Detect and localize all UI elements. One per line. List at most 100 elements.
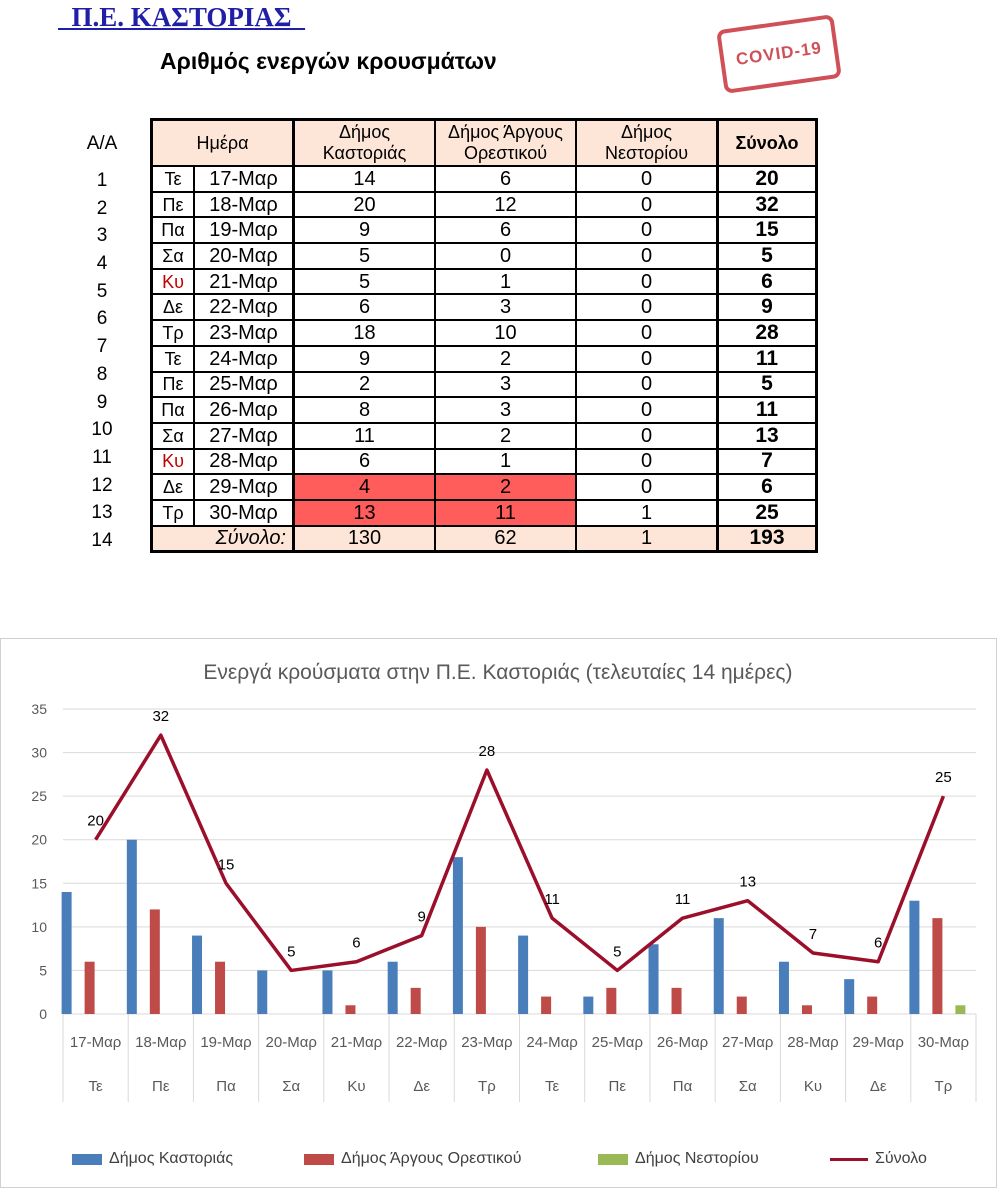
cell-kastoria: 5 [292,242,436,270]
y-tick-label: 30 [31,745,47,761]
table-row: Πα 19-Μαρ 9 6 0 15 [150,216,818,245]
cell-argos: 1 [434,267,577,296]
page-subtitle: Αριθμός ενεργών κρουσμάτων [160,48,497,74]
x-day-label: Σα [282,1078,300,1095]
data-label-total: 28 [479,743,496,760]
row-index: 14 [91,529,113,551]
cell-argos: 12 [434,190,577,219]
bar-argos [84,961,95,1014]
bar-argos [215,961,226,1014]
chart-legend: Δήμος Καστοριάς Δήμος Άργους Ορεστικού Δ… [0,1150,1000,1172]
bar-argos [345,1005,356,1014]
x-day-label: Σα [739,1078,757,1095]
cell-argos: 3 [434,396,577,424]
bar-argos [606,987,617,1014]
x-day-label: Τε [89,1078,104,1095]
row-index: 7 [96,336,108,358]
bar-kastoria [909,900,920,1014]
legend-label-total: Σύνολο [875,1150,927,1167]
row-index: 8 [96,363,108,385]
cell-argos: 6 [434,165,577,193]
y-tick-label: 0 [39,1006,47,1022]
data-label-total: 25 [935,769,952,786]
cell-total: 9 [716,293,818,322]
legend-item-argos: Δήμος Άργους Ορεστικού [304,1150,521,1168]
legend-item-kastoria: Δήμος Καστοριάς [72,1150,233,1168]
bar-kastoria [648,944,659,1014]
cell-argos: 2 [434,421,577,450]
cell-date: 30-Μαρ [193,498,295,527]
table-row: Σα 20-Μαρ 5 0 0 5 [150,242,818,270]
x-day-label: Πα [673,1078,693,1095]
table-row: Τρ 30-Μαρ 13 11 1 25 [150,498,818,527]
row-index: 2 [96,197,108,219]
row-index: 5 [96,280,108,302]
cell-date: 24-Μαρ [193,344,295,373]
row-index: 3 [96,225,108,247]
cell-total: 7 [716,447,818,476]
totals-argos: 62 [434,524,577,553]
cell-kastoria: 9 [292,216,436,245]
cell-date: 23-Μαρ [193,319,295,347]
bar-kastoria [713,918,724,1014]
cell-day: Τε [150,165,195,193]
x-tick-label: 19-Μαρ [200,1034,251,1051]
cell-day: Πε [150,370,195,399]
row-index: 10 [91,419,113,441]
x-day-label: Τε [545,1078,560,1095]
row-index: 9 [96,391,108,413]
cell-total: 13 [716,421,818,450]
legend-item-nestorio: Δήμος Νεστορίου [598,1150,759,1168]
cell-argos: 2 [434,473,577,501]
row-index: 4 [96,253,108,275]
cell-total: 5 [716,370,818,399]
cell-nestorio: 0 [575,344,719,373]
cell-date: 29-Μαρ [193,473,295,501]
header-day: Ημέρα [150,118,295,167]
cell-kastoria: 2 [292,370,436,399]
bar-argos [867,996,878,1014]
bar-kastoria [257,970,268,1014]
cell-day: Κυ [150,447,195,476]
x-tick-label: 27-Μαρ [722,1034,773,1051]
cell-date: 21-Μαρ [193,267,295,296]
chart-panel: Ενεργά κρούσματα στην Π.Ε. Καστοριάς (τε… [0,638,997,1188]
x-tick-label: 26-Μαρ [657,1034,708,1051]
cell-day: Τε [150,344,195,373]
bar-argos [149,909,160,1014]
cell-total: 32 [716,190,818,219]
legend-item-total: Σύνολο [830,1150,927,1168]
cell-argos: 0 [434,242,577,270]
bar-kastoria [192,935,203,1014]
cell-date: 26-Μαρ [193,396,295,424]
data-label-total: 5 [613,943,621,960]
data-label-total: 6 [352,935,360,952]
y-tick-label: 15 [31,875,47,891]
table-row: Πε 18-Μαρ 20 12 0 32 [150,190,818,219]
table-row: Τρ 23-Μαρ 18 10 0 28 [150,319,818,347]
cell-argos: 6 [434,216,577,245]
bar-argos [475,926,486,1014]
totals-nestorio: 1 [575,524,719,553]
data-label-total: 11 [544,891,560,908]
bar-kastoria [387,961,398,1014]
cell-kastoria: 18 [292,319,436,347]
aa-header: Α/Α [86,133,118,154]
bar-argos [801,1005,812,1014]
cell-nestorio: 0 [575,447,719,476]
cell-kastoria: 11 [292,421,436,450]
x-tick-label: 17-Μαρ [70,1034,121,1051]
cell-kastoria: 5 [292,267,436,296]
cell-nestorio: 0 [575,165,719,193]
x-day-label: Πε [609,1078,627,1095]
cell-argos: 10 [434,319,577,347]
cell-day: Σα [150,421,195,450]
cell-nestorio: 0 [575,190,719,219]
cell-day: Τρ [150,319,195,347]
cell-nestorio: 0 [575,370,719,399]
bar-kastoria [844,979,855,1014]
x-tick-label: 30-Μαρ [918,1034,969,1051]
cell-total: 20 [716,165,818,193]
cell-argos: 11 [434,498,577,527]
x-tick-label: 18-Μαρ [135,1034,186,1051]
